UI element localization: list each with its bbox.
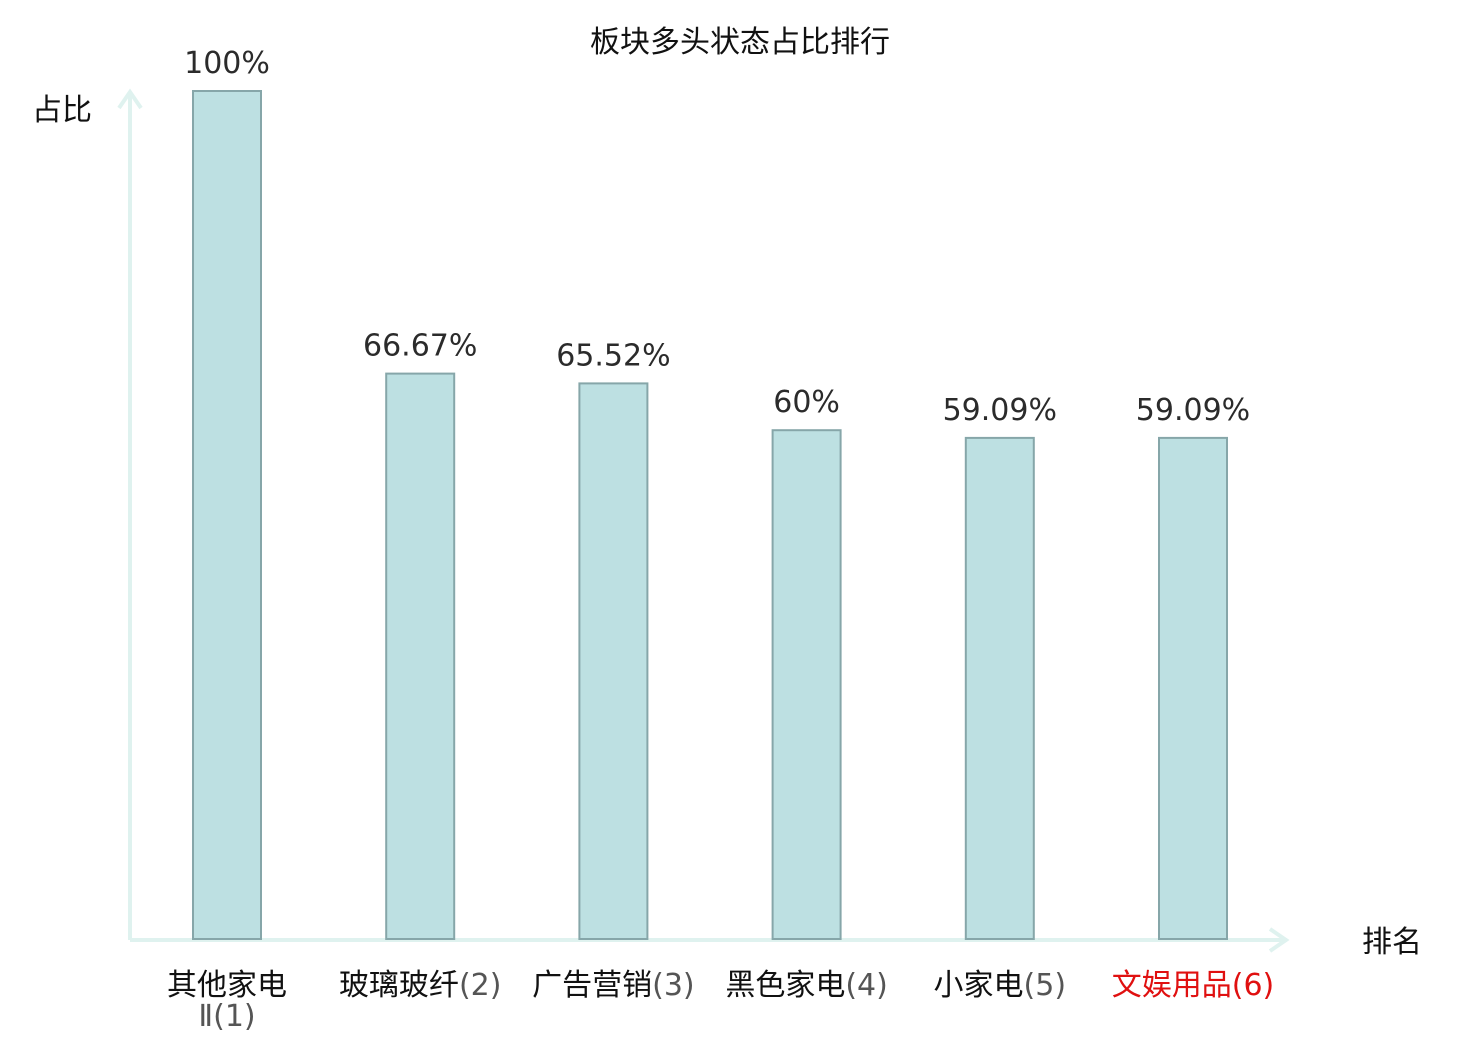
bar-value-label-2: 66.67% (363, 329, 477, 364)
x-axis: 排名 (130, 925, 1422, 960)
category-label-line2-1: Ⅱ(1) (198, 999, 255, 1034)
category-label-3: 广告营销(3) (532, 968, 695, 1003)
bar-2 (385, 372, 456, 941)
y-axis-arrow-icon (117, 88, 143, 110)
category-label-6: 文娱用品(6) (1112, 968, 1275, 1003)
category-name-6: 文娱用品 (1112, 968, 1232, 1003)
category-name-3: 广告营销 (532, 968, 652, 1003)
bars-group (192, 90, 1228, 941)
x-axis-label: 排名 (1362, 925, 1422, 960)
category-label-4: 黑色家电(4) (725, 968, 888, 1003)
bar-value-label-3: 65.52% (556, 338, 670, 373)
bar-value-label-1: 100% (184, 46, 270, 81)
category-label-1: 其他家电 (167, 968, 287, 1003)
chart-title: 板块多头状态占比排行 (590, 25, 890, 60)
category-rank-5: (5) (1024, 968, 1067, 1003)
value-labels-group: 100% 66.67% 65.52% 60% 59.09% 59.09% (184, 46, 1250, 428)
bar-value-label-4: 60% (773, 385, 840, 420)
category-rank-1: (1) (213, 999, 256, 1034)
category-label-2: 玻璃玻纤(2) (339, 968, 502, 1003)
y-axis-label: 占比 (32, 93, 92, 128)
category-rank-3: (3) (652, 968, 695, 1003)
category-name-2: 玻璃玻纤 (339, 968, 459, 1003)
x-axis-arrow-icon (1268, 927, 1290, 953)
category-label-5: 小家电(5) (934, 968, 1067, 1003)
bar-4 (771, 429, 842, 940)
category-name-4: 黑色家电 (725, 968, 845, 1003)
y-axis: 占比 (32, 88, 143, 940)
bar-6 (1158, 436, 1228, 940)
bar-value-label-5: 59.09% (943, 393, 1057, 428)
bar-value-label-6: 59.09% (1136, 393, 1250, 428)
category-name-5: 小家电 (934, 968, 1024, 1003)
bar-1 (192, 90, 262, 940)
category-rank-6: (6) (1232, 968, 1275, 1003)
category-name-line2-1: Ⅱ (198, 999, 213, 1034)
category-rank-2: (2) (459, 968, 502, 1003)
bar-5 (964, 436, 1035, 940)
category-rank-4: (4) (845, 968, 888, 1003)
category-name-1: 其他家电 (167, 968, 287, 1003)
bar-3 (578, 382, 649, 940)
